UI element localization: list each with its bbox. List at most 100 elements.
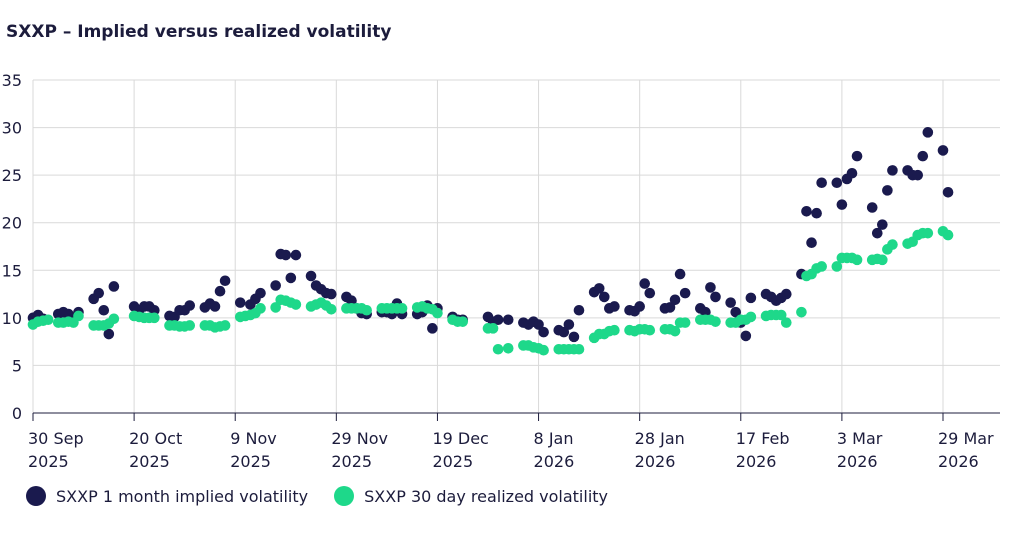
x-tick-label-year: 2025 xyxy=(432,452,473,471)
x-tick-label-year: 2025 xyxy=(28,452,69,471)
implied-vol-point xyxy=(558,326,570,338)
x-tick-label-year: 2026 xyxy=(534,452,575,471)
implied-vol-point xyxy=(816,177,827,189)
x-tick-label-year: 2026 xyxy=(736,452,777,471)
implied-vol-point xyxy=(831,177,843,189)
implied-vol-point xyxy=(937,145,949,156)
x-tick-label-year: 2025 xyxy=(230,452,271,471)
implied-vol-point xyxy=(184,300,196,311)
chart-title: SXXP – Implied versus realized volatilit… xyxy=(6,22,392,42)
implied-vol-point xyxy=(209,301,221,312)
legend: SXXP 1 month implied volatility SXXP 30 … xyxy=(26,486,634,506)
realized-vol-point xyxy=(679,317,691,328)
realized-vol-point xyxy=(887,239,898,250)
implied-vol-point xyxy=(219,275,231,287)
grid-layer xyxy=(32,79,1000,413)
realized-vol-point xyxy=(492,343,504,355)
implied-vol-point xyxy=(568,331,580,343)
implied-vol-point xyxy=(917,150,929,162)
implied-vol-point xyxy=(255,287,266,299)
implied-vol-point xyxy=(866,202,878,213)
implied-vol-point xyxy=(674,268,686,280)
implied-vol-point xyxy=(877,219,888,230)
implied-vol-point xyxy=(98,304,110,316)
realized-vol-point xyxy=(270,302,281,313)
implied-vol-point xyxy=(234,297,246,308)
implied-vol-point xyxy=(780,288,792,300)
implied-vol-point xyxy=(725,297,736,308)
realized-vol-point xyxy=(42,314,54,326)
realized-vol-point xyxy=(432,307,443,319)
x-tick-label-year: 2025 xyxy=(129,452,170,471)
implied-vol-point xyxy=(563,319,575,330)
x-tick-label: 29 Mar xyxy=(938,429,994,448)
realized-vol-point xyxy=(877,254,888,266)
realized-vol-point xyxy=(149,312,160,324)
x-tick-label: 28 Jan xyxy=(635,429,685,448)
x-tick-label-year: 2026 xyxy=(837,452,878,471)
realized-vol-point xyxy=(816,261,827,272)
x-tick-label-year: 2026 xyxy=(938,452,979,471)
implied-vol-point xyxy=(836,199,848,210)
y-tick-label: 10 xyxy=(2,309,22,328)
implied-vol-point xyxy=(149,304,160,316)
implied-vol-point xyxy=(492,314,504,326)
realized-vol-point xyxy=(538,344,549,356)
implied-vol-point xyxy=(573,304,585,316)
x-tick-label: 29 Nov xyxy=(331,429,388,448)
implied-vol-point xyxy=(644,287,656,299)
y-axis-ticks: 0 5 10 15 20 25 30 35 xyxy=(2,71,22,423)
implied-vol-point xyxy=(598,291,610,303)
implied-vol-point xyxy=(305,270,317,282)
implied-vol-point xyxy=(705,282,716,293)
realized-vol-point xyxy=(361,304,372,316)
implied-vol-point xyxy=(609,301,620,312)
realized-vol-point xyxy=(831,261,843,272)
realized-vol-point xyxy=(780,317,792,328)
y-tick-label: 0 xyxy=(12,404,22,423)
legend-item-realized: SXXP 30 day realized volatility xyxy=(334,486,608,506)
legend-item-implied: SXXP 1 month implied volatility xyxy=(26,486,308,506)
realized-vol-point xyxy=(73,310,84,322)
legend-swatch-realized xyxy=(334,486,355,506)
implied-vol-point xyxy=(846,167,858,179)
x-tick-label: 17 Feb xyxy=(736,429,790,448)
data-points xyxy=(27,127,954,356)
realized-vol-point xyxy=(255,303,266,314)
implied-vol-point xyxy=(103,328,115,340)
legend-swatch-implied xyxy=(26,486,46,506)
y-tick-label: 30 xyxy=(2,119,22,138)
x-tick-label: 19 Dec xyxy=(432,429,488,448)
implied-vol-point xyxy=(801,205,812,217)
realized-vol-point xyxy=(184,320,196,331)
implied-vol-point xyxy=(664,302,676,313)
realized-vol-point xyxy=(457,316,469,327)
y-tick-label: 15 xyxy=(2,261,22,280)
implied-vol-point xyxy=(811,207,822,219)
implied-vol-point xyxy=(679,287,691,299)
y-tick-label: 5 xyxy=(12,356,22,375)
realized-vol-point xyxy=(219,320,231,331)
realized-vol-point xyxy=(609,324,620,336)
x-tick-label: 20 Oct xyxy=(129,429,182,448)
implied-vol-point xyxy=(427,323,438,334)
implied-vol-point xyxy=(325,288,337,300)
implied-vol-point xyxy=(502,314,514,326)
x-tick-label: 30 Sep xyxy=(28,429,84,448)
implied-vol-point xyxy=(871,227,883,239)
realized-vol-point xyxy=(775,309,787,321)
legend-label-realized: SXXP 30 day realized volatility xyxy=(364,486,609,506)
implied-vol-point xyxy=(634,301,645,312)
implied-vol-point xyxy=(887,165,898,176)
y-tick-label: 35 xyxy=(2,71,22,90)
x-tick-label: 8 Jan xyxy=(534,429,574,448)
implied-vol-point xyxy=(942,186,954,198)
y-tick-label: 20 xyxy=(2,214,22,233)
realized-vol-point xyxy=(710,316,721,327)
implied-vol-point xyxy=(108,281,120,292)
implied-vol-point xyxy=(538,326,549,338)
implied-vol-point xyxy=(285,272,297,284)
implied-vol-point xyxy=(912,169,924,181)
implied-vol-point xyxy=(730,306,742,318)
x-tick-label-year: 2025 xyxy=(331,452,372,471)
